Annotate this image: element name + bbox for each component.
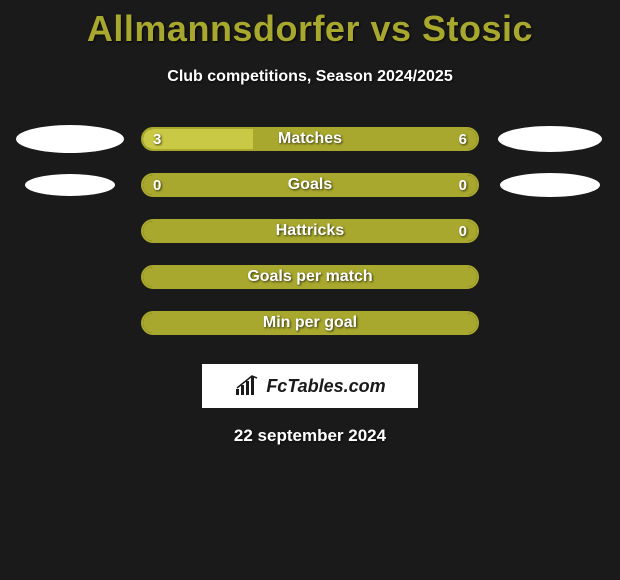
- date-text: 22 september 2024: [0, 426, 620, 446]
- stat-rows: Matches36Goals00Hattricks0Goals per matc…: [0, 116, 620, 346]
- bar-segment-right: [253, 129, 477, 149]
- stat-row: Hattricks0: [0, 208, 620, 254]
- bar-value-left: 3: [153, 129, 161, 149]
- stat-bar: Min per goal: [141, 311, 479, 335]
- logo-text: FcTables.com: [266, 376, 385, 397]
- stat-row: Min per goal: [0, 300, 620, 346]
- bar-segment-right: [143, 221, 477, 241]
- stat-row: Matches36: [0, 116, 620, 162]
- bar-value-right: 0: [459, 175, 467, 195]
- stat-bar: Goals00: [141, 173, 479, 197]
- bar-segment-left: [143, 267, 477, 287]
- stat-bar: Matches36: [141, 127, 479, 151]
- chart-icon: [234, 375, 260, 397]
- left-ellipse-wrap: [15, 174, 125, 196]
- bar-value-left: 0: [153, 175, 161, 195]
- right-ellipse: [500, 173, 600, 197]
- stat-bar: Hattricks0: [141, 219, 479, 243]
- page-subtitle: Club competitions, Season 2024/2025: [0, 68, 620, 86]
- bar-value-right: 0: [459, 221, 467, 241]
- stat-bar: Goals per match: [141, 265, 479, 289]
- left-ellipse: [16, 125, 124, 153]
- bar-segment-left: [143, 313, 477, 333]
- left-ellipse-wrap: [15, 125, 125, 153]
- right-ellipse-wrap: [495, 126, 605, 152]
- right-ellipse-wrap: [495, 173, 605, 197]
- bar-segment-right: [143, 175, 477, 195]
- bar-value-right: 6: [459, 129, 467, 149]
- right-ellipse: [498, 126, 602, 152]
- stat-row: Goals00: [0, 162, 620, 208]
- stat-row: Goals per match: [0, 254, 620, 300]
- left-ellipse: [25, 174, 115, 196]
- logo-box: FcTables.com: [202, 364, 418, 408]
- page-title: Allmannsdorfer vs Stosic: [0, 0, 620, 50]
